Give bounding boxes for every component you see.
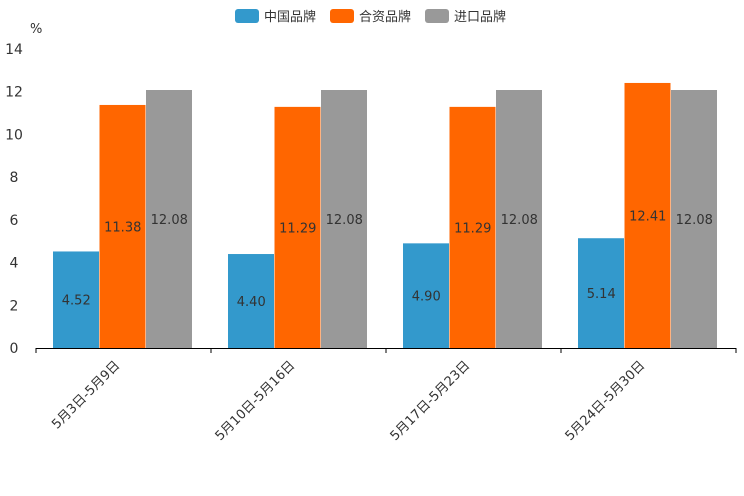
- y-tick-label: 6: [10, 213, 19, 229]
- y-tick-label: 8: [10, 170, 19, 186]
- bar-value-label: 5.14: [587, 287, 616, 302]
- bar-value-label: 4.40: [237, 295, 266, 310]
- bar-0-0: [53, 251, 99, 348]
- bar-0-3: [578, 238, 624, 348]
- y-tick-label: 14: [5, 42, 23, 58]
- bar-2-3: [671, 90, 717, 349]
- x-axis: 5月3日-5月9日 5月10日-5月16日 5月17日-5月23日 5月24日-5月3…: [35, 348, 737, 444]
- legend-label-2: 进口品牌: [454, 9, 506, 25]
- y-tick-label: 4: [10, 256, 19, 272]
- bar-value-label: 12.08: [676, 213, 713, 228]
- bar-value-label: 4.52: [62, 294, 91, 309]
- x-tick-label: 5月24日-5月30日: [563, 358, 649, 444]
- bar-value-label: 12.08: [326, 213, 363, 228]
- x-tick-label: 5月10日-5月16日: [213, 358, 299, 444]
- bar-value-label: 11.38: [104, 220, 141, 235]
- bar-value-label: 12.08: [501, 213, 538, 228]
- bar-value-label: 12.41: [629, 209, 666, 224]
- legend-swatch-2: [425, 9, 449, 23]
- bars: 4.52 11.38 12.08 4.40 11.29 12.08 4.90 11.29 12.…: [53, 82, 717, 349]
- bar-2-2: [496, 90, 542, 349]
- y-unit-label: %: [30, 22, 42, 37]
- bar-2-0: [146, 90, 192, 349]
- bar-2-1: [321, 90, 367, 349]
- x-tick-label: 5月3日-5月9日: [49, 358, 123, 432]
- y-tick-label: 0: [10, 341, 19, 357]
- bar-value-label: 11.29: [454, 221, 491, 236]
- bar-1-1: [274, 106, 321, 348]
- bar-1-0: [99, 104, 146, 348]
- bar-1-2: [449, 106, 496, 348]
- bar-0-1: [228, 254, 274, 348]
- bar-0-2: [403, 243, 449, 348]
- y-tick-label: 2: [10, 298, 19, 314]
- legend-swatch-1: [330, 9, 354, 23]
- x-tick-label: 5月17日-5月23日: [388, 358, 474, 444]
- y-tick-label: 10: [5, 127, 23, 143]
- bar-1-3: [624, 82, 671, 348]
- legend-swatch-0: [235, 9, 259, 23]
- y-tick-label: 12: [5, 85, 23, 101]
- bar-value-label: 12.08: [151, 213, 188, 228]
- legend-label-0: 中国品牌: [264, 9, 316, 25]
- bar-value-label: 4.90: [412, 290, 441, 305]
- bar-value-label: 11.29: [279, 221, 316, 236]
- legend-label-1: 合资品牌: [359, 9, 411, 25]
- legend: 中国品牌 合资品牌 进口品牌: [235, 9, 506, 25]
- y-axis: 0 2 4 6 8 10 12 14: [5, 42, 23, 357]
